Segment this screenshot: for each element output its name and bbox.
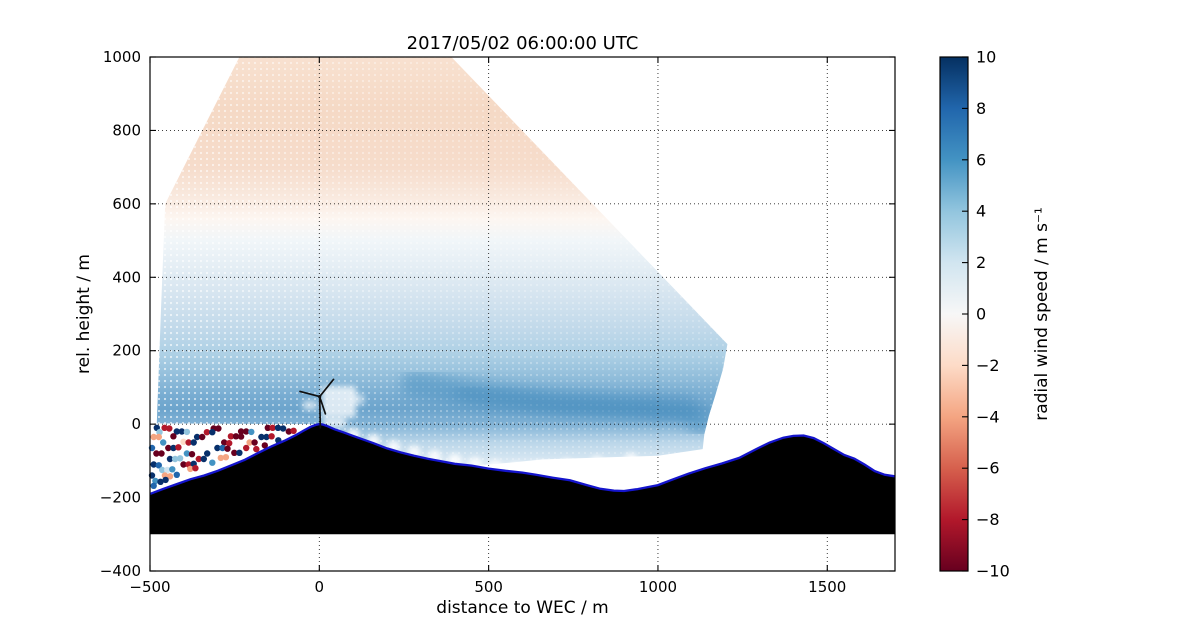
data-gap-patch xyxy=(351,394,365,405)
y-tick-label: 400 xyxy=(112,268,141,286)
x-axis-label: distance to WEC / m xyxy=(436,598,609,618)
colorbar-tick-label: 8 xyxy=(976,99,986,118)
y-tick-label: 600 xyxy=(112,195,141,213)
x-tick-label: 1500 xyxy=(808,578,846,596)
y-tick-label: 1000 xyxy=(103,48,141,66)
data-gap-patch xyxy=(322,386,356,418)
x-tick-label: 1000 xyxy=(639,578,677,596)
wind-turbine xyxy=(299,378,335,429)
y-tick-label: 200 xyxy=(112,342,141,360)
colorbar-tick-label: 10 xyxy=(976,48,996,67)
colorbar-label: radial wind speed / m s⁻¹ xyxy=(1032,207,1052,421)
y-tick-label: 800 xyxy=(112,121,141,139)
colorbar-tick-label: 4 xyxy=(976,202,986,221)
terrain-surface-line xyxy=(149,422,896,495)
y-tick-label: 0 xyxy=(131,415,141,433)
colorbar-tick-label: −8 xyxy=(976,510,1000,529)
colorbar-tick-label: −4 xyxy=(976,407,1000,426)
colorbar-tick-label: −2 xyxy=(976,356,1000,375)
y-tick-label: −400 xyxy=(100,562,141,580)
colorbar-tick-label: −10 xyxy=(976,562,1010,581)
data-gap-patch xyxy=(303,400,317,411)
noise-scatter-points xyxy=(148,424,297,489)
terrain-silhouette xyxy=(150,424,895,535)
data-gap-patch xyxy=(323,416,346,428)
colorbar: 10 8 6 4 2 0 −2 −4 −6 −8 −10 xyxy=(939,48,1010,581)
axes-frame: −500 0 500 1000 1500 1000 800 600 400 200 0 −200 −40… xyxy=(100,48,896,596)
colorbar-tick-label: 6 xyxy=(976,150,986,169)
x-tick-label: −500 xyxy=(129,578,170,596)
colorbar-tick-label: 0 xyxy=(976,305,986,324)
colorbar-tick-label: −6 xyxy=(976,459,1000,478)
y-axis-label: rel. height / m xyxy=(74,254,94,374)
colorbar-tick-label: 2 xyxy=(976,253,986,272)
y-tick-label: −200 xyxy=(100,489,141,507)
x-tick-label: 0 xyxy=(315,578,325,596)
x-tick-label: 500 xyxy=(474,578,503,596)
plot-title: 2017/05/02 06:00:00 UTC xyxy=(406,33,639,54)
